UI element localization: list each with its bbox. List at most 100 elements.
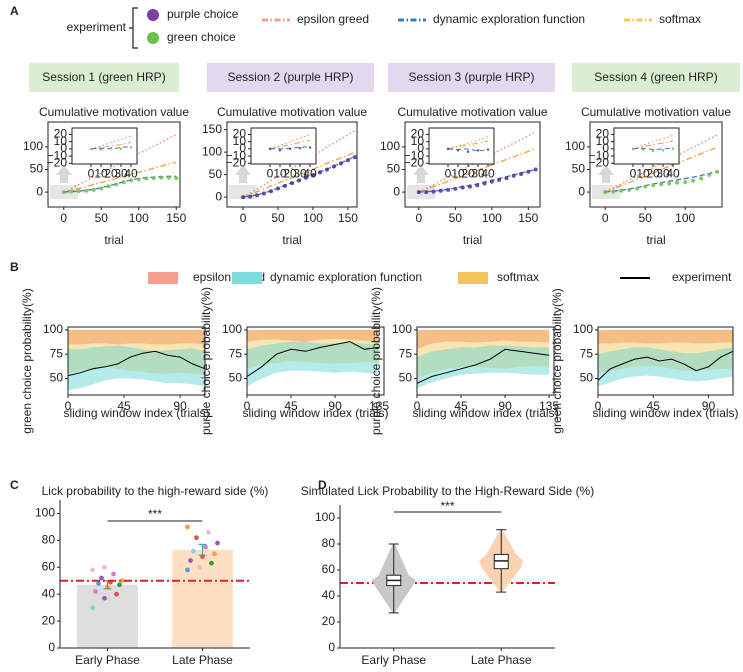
y-tick-label: 100 <box>380 139 400 153</box>
legend-label: softmax <box>659 12 701 26</box>
y-tick-label: 0 <box>239 141 246 155</box>
experiment-point <box>683 180 688 185</box>
model-line <box>90 135 132 150</box>
experiment-point <box>707 172 712 177</box>
experiment-point <box>446 147 450 151</box>
model-line <box>447 136 489 150</box>
experiment-point <box>627 187 632 192</box>
x-tick-label: 0 <box>595 399 602 413</box>
x-tick-label: 90 <box>498 399 512 413</box>
x-tick-label: 20 <box>646 167 660 181</box>
plot-frame <box>67 326 206 396</box>
zoom-arrow <box>56 165 72 183</box>
x-tick-label: 10 <box>451 167 465 181</box>
model-line <box>447 140 489 150</box>
subject-point <box>117 582 122 588</box>
experiment-point <box>641 148 645 151</box>
x-tick-label: 90 <box>328 399 342 413</box>
y-tick-label: 100 <box>573 322 593 336</box>
experiment-point <box>269 189 274 194</box>
x-tick-label: 0 <box>240 211 247 225</box>
panel-label: A <box>10 4 19 18</box>
y-tick-label: 50 <box>30 162 44 176</box>
x-tick-label: 0 <box>630 167 637 181</box>
x-tick-label: 40 <box>481 167 495 181</box>
experiment-point <box>324 167 329 172</box>
experiment-point <box>338 161 343 166</box>
y-tick-label: 0 <box>36 184 43 198</box>
y-tick-label: 50 <box>50 371 64 385</box>
y-tick-label: −10 <box>404 148 425 162</box>
x-axis-label: sliding window index (trials) <box>63 406 209 420</box>
model-line <box>63 161 177 193</box>
y-tick-label: 50 <box>387 162 401 176</box>
legend-bracket <box>129 7 138 49</box>
chart-title: Cumulative motivation value <box>39 105 189 119</box>
x-tick-label: 40 <box>303 167 317 181</box>
x-tick-label: 100 <box>675 211 695 225</box>
x-tick-label: Early Phase <box>75 653 140 667</box>
y-tick-label: −20 <box>47 155 68 169</box>
y-tick-label: −10 <box>47 148 68 162</box>
experiment-point <box>303 175 308 180</box>
y-tick-label: 0 <box>393 184 400 198</box>
experiment-point <box>241 195 246 200</box>
subject-point <box>209 560 214 566</box>
panel-label: B <box>10 260 19 274</box>
plot-frame <box>226 121 358 208</box>
y-tick-label: −10 <box>589 148 610 162</box>
x-tick-label: 50 <box>95 211 109 225</box>
y-tick-label: 100 <box>565 139 585 153</box>
y-tick-label: 20 <box>322 614 336 628</box>
significance-label: *** <box>148 507 162 521</box>
y-tick-label: 100 <box>392 322 412 336</box>
x-axis-label: trial <box>282 233 301 247</box>
y-tick-label: 10 <box>411 134 425 148</box>
subject-point <box>197 564 202 570</box>
x-tick-label: 150 <box>518 211 538 225</box>
y-tick-label: 20 <box>42 613 56 627</box>
experiment-point <box>159 175 164 180</box>
x-tick-label: 20 <box>283 167 297 181</box>
model-band <box>598 329 733 374</box>
model-band <box>68 329 205 345</box>
y-tick-label: 75 <box>50 346 64 360</box>
experiment-point <box>84 188 89 193</box>
x-tick-label: 45 <box>454 399 468 413</box>
subject-point <box>102 595 107 601</box>
x-axis-label: trial <box>463 233 482 247</box>
y-tick-label: 50 <box>399 371 413 385</box>
y-tick-label: 20 <box>54 127 68 141</box>
y-tick-label: 20 <box>411 127 425 141</box>
subject-point <box>185 524 190 530</box>
plot-frame <box>589 121 723 208</box>
model-line <box>63 134 177 193</box>
experiment-point <box>69 189 74 194</box>
legend-title: experiment <box>67 20 127 34</box>
experiment-point <box>511 173 516 178</box>
x-tick-label: 100 <box>482 211 502 225</box>
session-header-box <box>388 63 555 92</box>
experiment-point <box>166 175 171 180</box>
experiment-point <box>144 176 149 181</box>
experiment-point <box>308 146 312 149</box>
legend-label: dynamic exploration function <box>270 270 422 284</box>
subject-point <box>114 591 119 597</box>
subject-point <box>90 605 95 611</box>
session-header: Session 1 (green HRP) <box>42 70 165 84</box>
experiment-point <box>296 178 301 183</box>
x-tick-label: 0 <box>65 399 72 413</box>
experiment-point <box>526 169 531 174</box>
experiment-point <box>611 189 616 194</box>
plot-frame <box>47 121 181 208</box>
x-axis-label: sliding window index (trials) <box>592 406 738 420</box>
x-tick-label: 0 <box>267 167 274 181</box>
experiment-point <box>248 194 253 199</box>
x-tick-label: 50 <box>271 211 285 225</box>
experiment-point <box>109 146 113 150</box>
model-band <box>598 329 733 344</box>
session-header-box <box>572 63 740 92</box>
x-tick-label: 0 <box>602 211 609 225</box>
experiment-point <box>475 183 480 188</box>
x-tick-label: 45 <box>647 399 661 413</box>
